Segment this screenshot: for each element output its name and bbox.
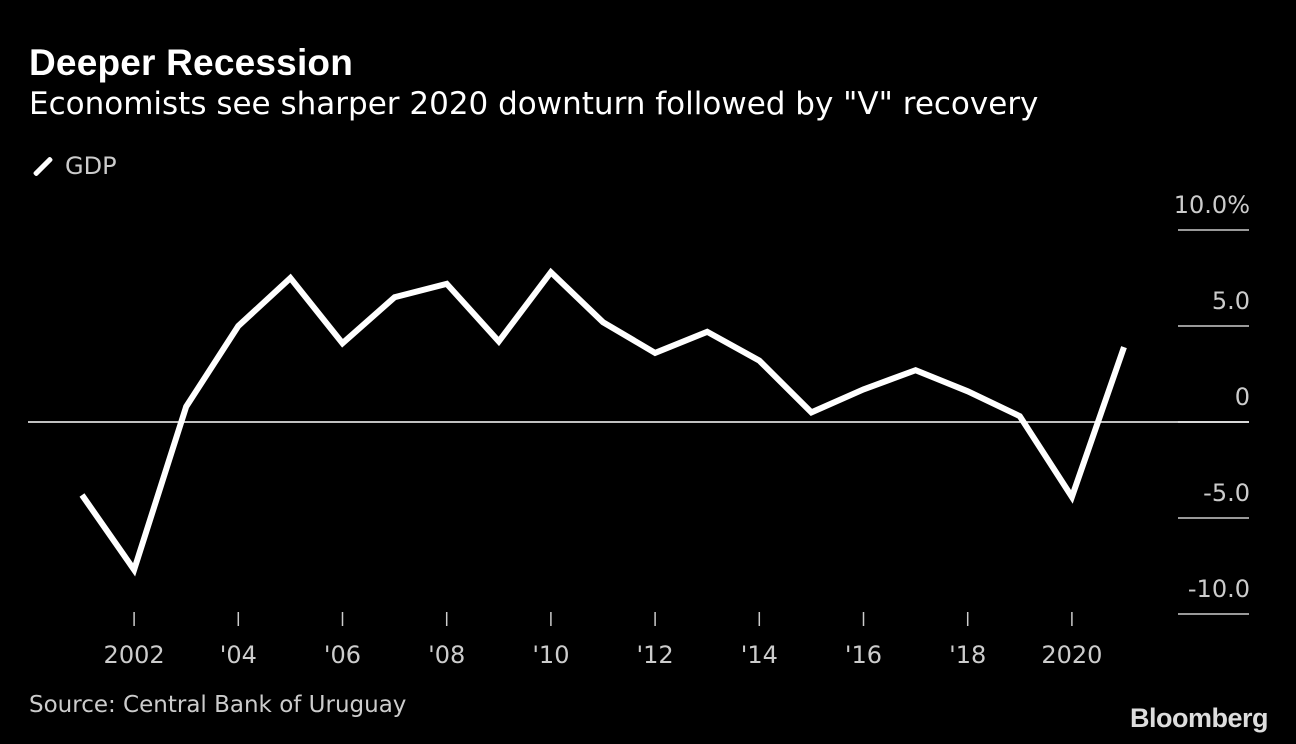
- y-axis: 10.0% 5.0 0 -5.0 -10.0: [1174, 191, 1250, 615]
- x-tick-label: '18: [949, 641, 986, 669]
- x-axis: 2002 '04 '06 '08 '10 '12 '14 '16 '18 2020: [104, 612, 1102, 669]
- y-tick-label: 0: [1235, 383, 1250, 411]
- chart-subtitle: Economists see sharper 2020 downturn fol…: [29, 86, 1039, 122]
- x-tick-label: 2020: [1041, 641, 1102, 669]
- y-tick-label: -5.0: [1203, 479, 1250, 507]
- y-tick-label: 10.0%: [1174, 191, 1250, 219]
- x-tick-label: '06: [324, 641, 361, 669]
- x-tick-label: '14: [741, 641, 778, 669]
- series-line-gdp: [79, 267, 1127, 577]
- chart-title: Deeper Recession: [29, 42, 354, 83]
- legend: GDP: [31, 152, 117, 180]
- series-layer: [79, 267, 1127, 577]
- source-note: Source: Central Bank of Uruguay: [29, 692, 407, 718]
- y-tick-label: 5.0: [1212, 287, 1250, 315]
- x-tick-label: '12: [637, 641, 674, 669]
- x-tick-label: '10: [532, 641, 569, 669]
- legend-label-gdp: GDP: [65, 152, 117, 180]
- x-tick-label: 2002: [104, 641, 165, 669]
- bloomberg-logo: Bloomberg: [1129, 703, 1269, 733]
- x-tick-label: '04: [220, 641, 257, 669]
- x-tick-label: '16: [845, 641, 882, 669]
- x-tick-label: '08: [428, 641, 465, 669]
- y-tick-label: -10.0: [1188, 575, 1250, 603]
